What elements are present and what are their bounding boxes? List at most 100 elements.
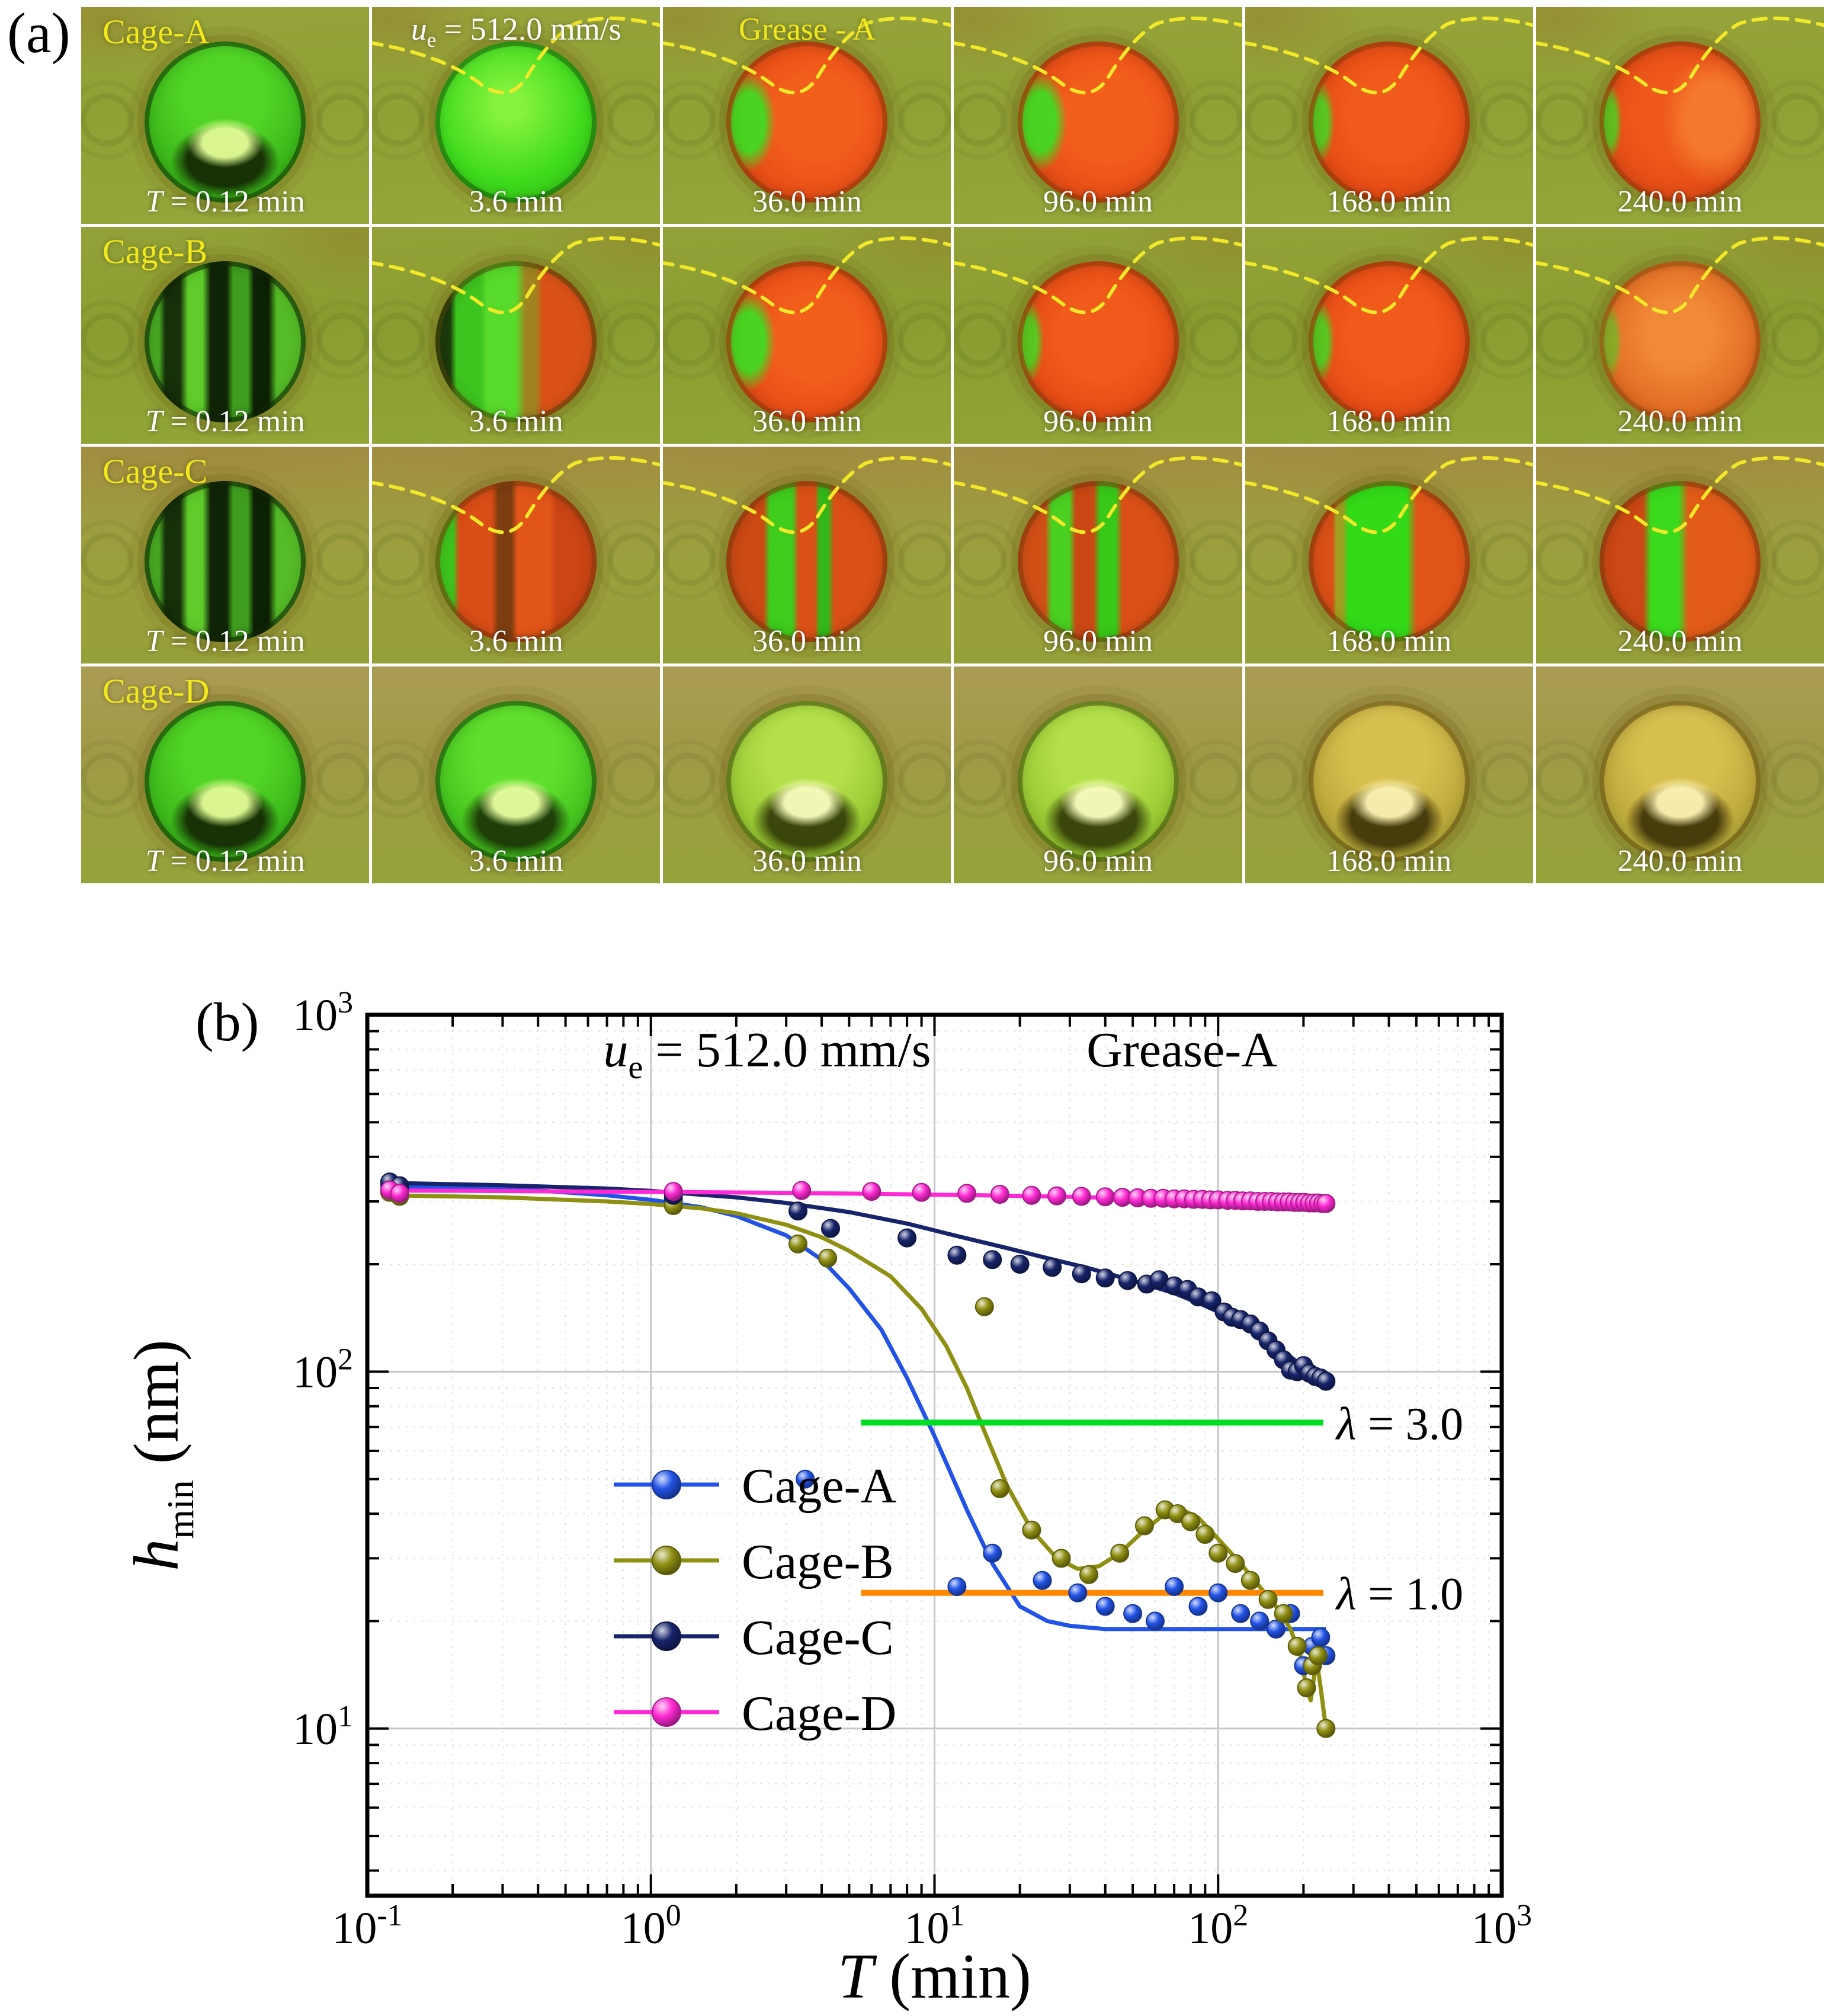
micrograph-cage-c-col3: 36.0 min bbox=[663, 447, 951, 664]
data-point bbox=[1165, 1577, 1184, 1597]
micrograph-cage-b-col1: Cage-B T = 0.12 min bbox=[81, 227, 370, 444]
contact-patch bbox=[145, 700, 306, 862]
data-point bbox=[912, 1182, 931, 1202]
data-point bbox=[1022, 1520, 1041, 1540]
lambda-label-1: λ = 1.0 bbox=[1335, 1568, 1463, 1620]
y-tick-label: 102 bbox=[293, 1342, 353, 1397]
time-label: 240.0 min bbox=[1617, 405, 1743, 438]
time-label: T = 0.12 min bbox=[145, 844, 305, 878]
contact-patch bbox=[1308, 41, 1470, 203]
data-point bbox=[796, 1469, 815, 1489]
data-point bbox=[1240, 1571, 1260, 1590]
contact-patch bbox=[435, 480, 597, 642]
time-label: 96.0 min bbox=[1043, 405, 1153, 438]
data-point bbox=[1297, 1678, 1316, 1698]
contact-patch bbox=[145, 261, 306, 422]
data-point bbox=[1267, 1619, 1286, 1639]
time-label: 3.6 min bbox=[469, 185, 563, 219]
micrograph-cage-c-col5: 168.0 min bbox=[1245, 447, 1533, 664]
contact-patch bbox=[1017, 700, 1179, 862]
contact-patch bbox=[1017, 41, 1179, 203]
row-label: Cage-B bbox=[102, 232, 208, 271]
data-point bbox=[1047, 1186, 1066, 1206]
row-label: Cage-C bbox=[102, 452, 208, 491]
data-point bbox=[390, 1184, 409, 1203]
grease-name-label: Grease - A bbox=[738, 11, 876, 47]
contact-patch bbox=[435, 700, 597, 862]
data-point bbox=[1095, 1187, 1115, 1207]
data-point bbox=[663, 1182, 683, 1201]
micrograph-cage-b-col3: 36.0 min bbox=[663, 227, 951, 444]
data-point bbox=[1231, 1604, 1251, 1623]
contact-patch bbox=[726, 700, 888, 862]
hmin-vs-time-chart: λ = 3.0 λ = 1.0 10-1 100 101 102 103 101 102 103 u… bbox=[121, 986, 1532, 2012]
contact-patch bbox=[145, 480, 306, 642]
micrograph-cage-c-col4: 96.0 min bbox=[954, 447, 1242, 664]
axis-ticks bbox=[366, 1014, 1503, 1896]
data-point bbox=[1095, 1597, 1115, 1616]
data-point bbox=[1250, 1611, 1270, 1631]
data-point bbox=[983, 1543, 1002, 1563]
data-point bbox=[1258, 1589, 1278, 1609]
micrograph-cage-d-col4: 96.0 min bbox=[954, 666, 1242, 883]
micrograph-cage-b-col5: 168.0 min bbox=[1245, 227, 1533, 444]
data-point bbox=[1316, 1371, 1336, 1391]
lambda-label-0: λ = 3.0 bbox=[1335, 1398, 1463, 1449]
micrograph-cage-a-col4: 96.0 min bbox=[954, 7, 1242, 224]
data-point bbox=[1195, 1525, 1215, 1544]
micrograph-cage-d-col3: 36.0 min bbox=[663, 666, 951, 883]
data-point bbox=[1123, 1604, 1143, 1623]
time-label: 168.0 min bbox=[1326, 185, 1452, 219]
micrograph-cage-a-col6: 240.0 min bbox=[1536, 7, 1824, 224]
speed-title: ue = 512.0 mm/s bbox=[604, 1023, 931, 1086]
micrograph-cage-b-col4: 96.0 min bbox=[954, 227, 1242, 444]
data-point bbox=[862, 1182, 881, 1201]
time-label: 168.0 min bbox=[1326, 405, 1452, 438]
entrainment-speed-label: ue = 512.0 mm/s bbox=[411, 11, 621, 52]
micrograph-cage-c-col6: 240.0 min bbox=[1536, 447, 1824, 664]
data-point bbox=[818, 1248, 838, 1268]
time-label: 3.6 min bbox=[469, 405, 563, 438]
data-point bbox=[990, 1479, 1009, 1498]
data-point bbox=[1043, 1258, 1062, 1277]
time-label: 240.0 min bbox=[1617, 624, 1743, 658]
contact-patch bbox=[145, 41, 306, 203]
data-point bbox=[1010, 1255, 1030, 1274]
micrograph-cage-a-col2: ue = 512.0 mm/s 3.6 min bbox=[372, 7, 661, 224]
legend-label: Cage-D bbox=[742, 1686, 896, 1741]
time-label: 168.0 min bbox=[1326, 844, 1452, 878]
contact-patch bbox=[726, 41, 888, 203]
contact-patch bbox=[1599, 41, 1761, 203]
time-label: T = 0.12 min bbox=[145, 405, 305, 438]
micrograph-cage-a-col5: 168.0 min bbox=[1245, 7, 1533, 224]
data-point bbox=[788, 1201, 807, 1221]
data-point bbox=[821, 1219, 840, 1238]
y-axis-title: hmin (nm) bbox=[121, 1339, 201, 1571]
data-point bbox=[1134, 1516, 1154, 1536]
legend-label: Cage-A bbox=[742, 1459, 897, 1514]
contact-patch bbox=[1308, 261, 1470, 422]
contact-patch bbox=[726, 261, 888, 422]
data-point bbox=[1274, 1604, 1293, 1623]
micrograph-cage-a-col1: Cage-A T = 0.12 min bbox=[81, 7, 370, 224]
data-point bbox=[1079, 1565, 1098, 1584]
time-label: 168.0 min bbox=[1326, 624, 1452, 658]
time-label: 36.0 min bbox=[752, 844, 862, 878]
contact-patch bbox=[1017, 480, 1179, 642]
data-point bbox=[1022, 1185, 1041, 1205]
legend-marker bbox=[652, 1621, 681, 1651]
data-point bbox=[947, 1245, 967, 1265]
micrograph-cage-a-col3: Grease - A 36.0 min bbox=[663, 7, 951, 224]
legend-label: Cage-C bbox=[742, 1610, 894, 1665]
gridlines bbox=[367, 1015, 1502, 1896]
micrograph-cage-d-col2: 3.6 min bbox=[372, 666, 661, 883]
data-point bbox=[1311, 1628, 1331, 1647]
time-label: 96.0 min bbox=[1043, 185, 1153, 219]
legend: Cage-A Cage-B Cage-C Cage-D bbox=[614, 1459, 897, 1741]
contact-patch bbox=[435, 41, 597, 203]
data-point bbox=[1068, 1583, 1088, 1602]
time-label: 240.0 min bbox=[1617, 844, 1743, 878]
contact-patch bbox=[1599, 480, 1761, 642]
time-label: 36.0 min bbox=[752, 405, 862, 438]
data-point bbox=[1316, 1194, 1336, 1213]
